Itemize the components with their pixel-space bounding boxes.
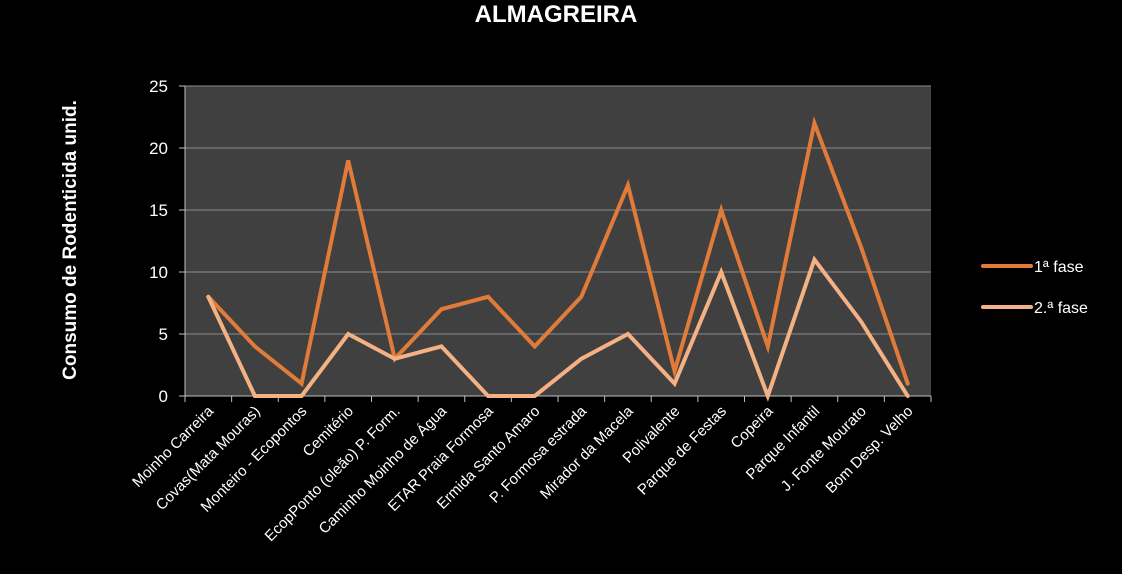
legend: 1ª fase 2.ª fase: [981, 259, 1088, 317]
y-axis-label: Consumo de Rodenticida unid.: [60, 100, 81, 380]
series-lines: [206, 116, 910, 402]
chart-title: ALMAGREIRA: [475, 1, 638, 28]
y-tick-label: 10: [149, 263, 168, 282]
category-label: J. Fonte Mourato: [778, 403, 870, 495]
gridlines: [185, 85, 931, 335]
y-tick-label: 5: [159, 325, 168, 344]
legend-label: 2.ª fase: [1034, 300, 1088, 317]
series-line-2: [206, 255, 910, 402]
legend-label: 1ª fase: [1034, 259, 1084, 276]
y-tick-label: 25: [149, 77, 168, 96]
axes: [184, 86, 932, 402]
category-label: Moinho Carreira: [129, 402, 218, 491]
y-tick-label: 15: [149, 201, 168, 220]
y-tick-label: 0: [159, 387, 168, 406]
y-axis-ticks: 0 5 10 15 20 25: [149, 77, 185, 406]
category-label: Parque de Festas: [634, 403, 730, 499]
category-label: Bom Desp. Velho: [823, 403, 917, 497]
y-tick-label: 20: [149, 139, 168, 158]
series-line-1: [206, 116, 910, 388]
